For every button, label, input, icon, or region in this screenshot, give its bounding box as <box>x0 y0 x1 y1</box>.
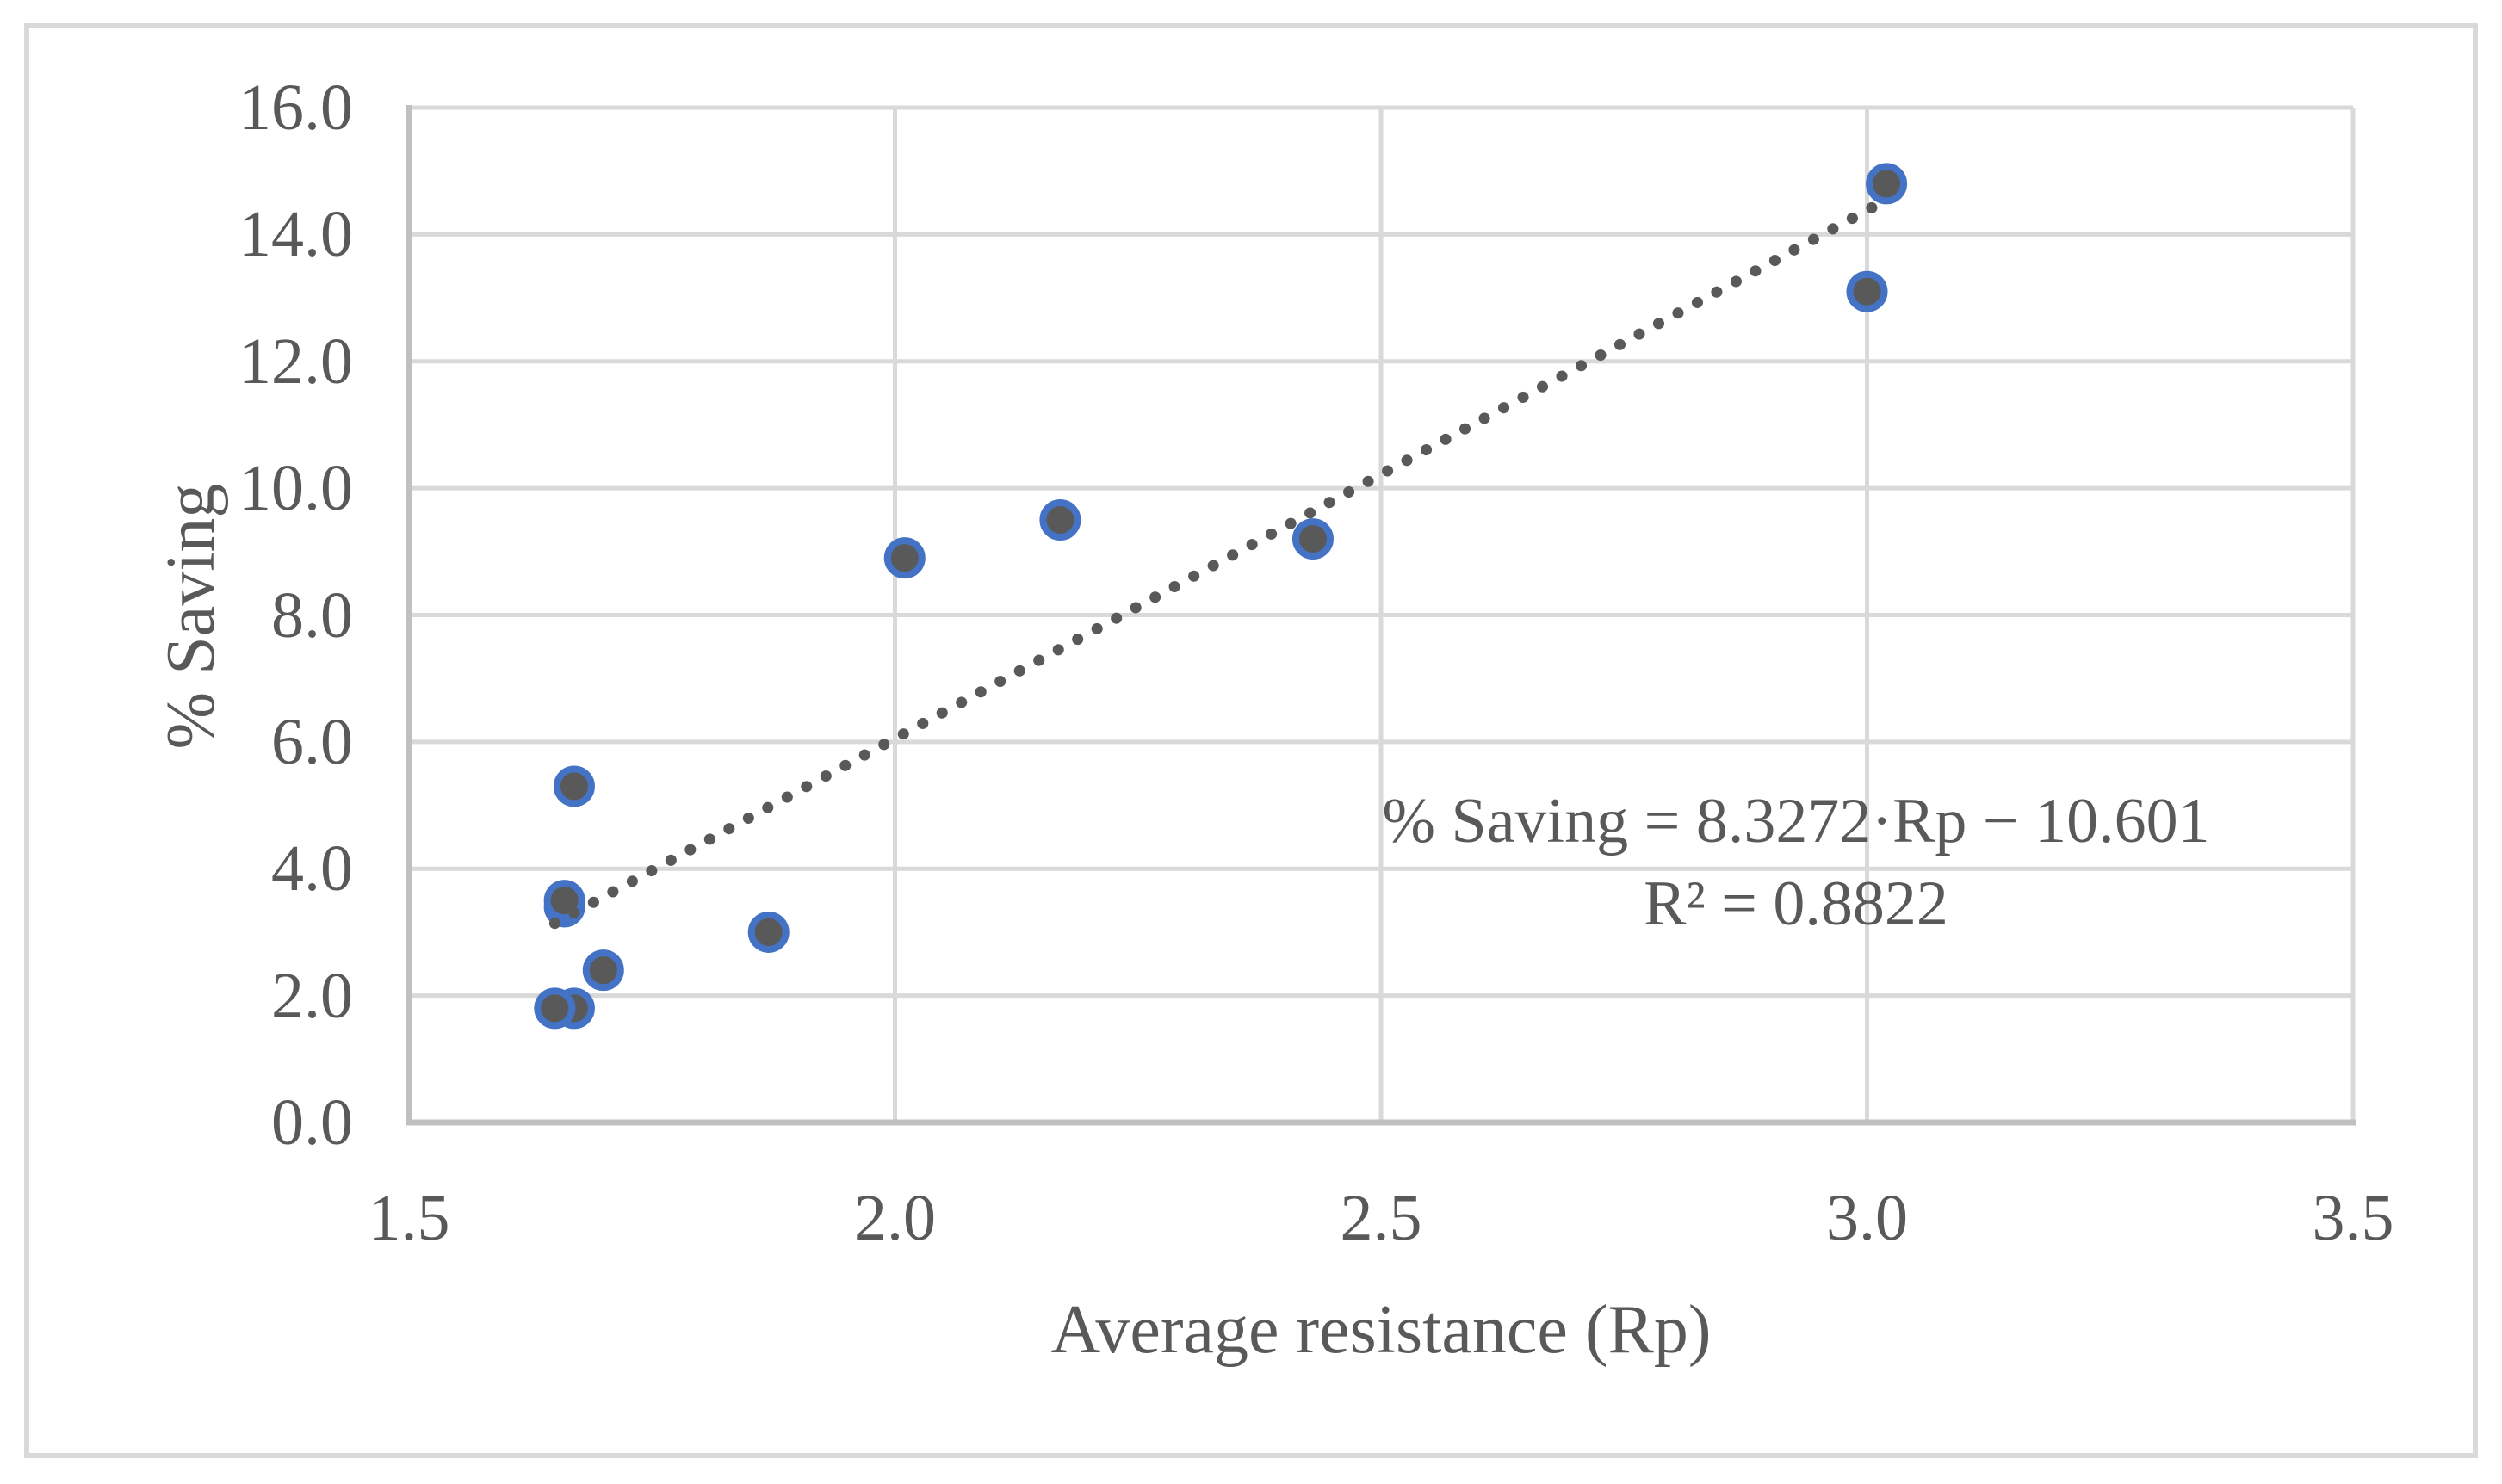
y-tick-label: 12.0 <box>238 325 353 398</box>
data-point <box>747 911 790 953</box>
x-axis-title: Average resistance (Rp) <box>1050 1292 1712 1368</box>
data-point <box>534 987 576 1030</box>
y-tick-label: 10.0 <box>238 452 353 525</box>
data-points <box>534 163 1908 1030</box>
x-tick-label: 1.5 <box>368 1182 450 1254</box>
axis-lines <box>406 105 2356 1126</box>
x-tick-label: 2.5 <box>1340 1182 1422 1254</box>
trendline-r-squared: R² = 0.8822 <box>1644 869 1948 939</box>
data-point <box>1291 518 1334 560</box>
y-tick-label: 16.0 <box>238 71 353 144</box>
figure-border <box>24 23 2478 1458</box>
data-point <box>883 537 926 579</box>
data-point <box>553 765 595 807</box>
y-tick-label: 4.0 <box>271 832 353 906</box>
y-tick-label: 2.0 <box>271 959 353 1032</box>
gridlines <box>406 105 2356 1125</box>
y-tick-label: 14.0 <box>238 198 353 271</box>
trendline-equation: % Saving = 8.3272·Rp − 10.601 R² = 0.882… <box>1150 780 2442 945</box>
y-tick-label: 8.0 <box>271 578 353 652</box>
data-point <box>1039 498 1081 541</box>
x-tick-label: 3.0 <box>1826 1182 1908 1254</box>
y-tick-label: 6.0 <box>271 705 353 778</box>
trendline-equation-line1: % Saving = 8.3272·Rp − 10.601 <box>1382 786 2210 856</box>
y-tick-label: 0.0 <box>271 1086 353 1159</box>
data-point <box>1846 270 1888 312</box>
data-point <box>1866 163 1908 205</box>
x-tick-label: 2.0 <box>854 1182 936 1254</box>
y-axis-title: % Saving <box>153 483 229 750</box>
x-tick-label: 3.5 <box>2312 1182 2394 1254</box>
data-point <box>582 949 624 992</box>
